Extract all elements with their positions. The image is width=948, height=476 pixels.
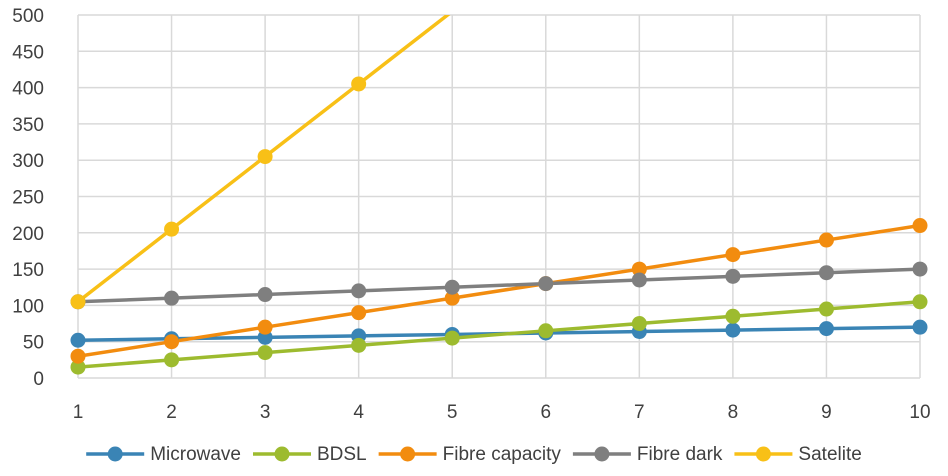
y-tick-label: 50 [23, 333, 44, 354]
data-point [538, 276, 554, 292]
legend-swatch-marker [755, 446, 771, 462]
data-point [444, 290, 460, 306]
data-point [351, 305, 367, 321]
legend-item: Fibre capacity [378, 444, 562, 465]
data-point [818, 265, 834, 281]
data-point [164, 290, 180, 306]
legend-item: Satelite [734, 444, 862, 465]
data-point [631, 272, 647, 288]
series-line [78, 223, 920, 358]
y-tick-label: 250 [12, 188, 44, 209]
series-line [78, 15, 451, 304]
legend-item: BDSL [252, 444, 367, 465]
data-point [351, 337, 367, 353]
y-tick-label: 300 [12, 151, 44, 172]
x-tick-label: 7 [634, 402, 645, 423]
data-point [818, 232, 834, 248]
legend-swatch-marker [274, 446, 290, 462]
x-tick-label: 10 [909, 402, 930, 423]
data-point [444, 279, 460, 295]
data-point [912, 261, 928, 277]
data-point [164, 352, 180, 368]
data-point [164, 221, 180, 237]
data-point [538, 323, 554, 339]
legend-swatch-marker [107, 446, 123, 462]
legend: Microwave BDSL Fibre capacity Fibre dark Sat… [86, 444, 862, 465]
data-point [725, 268, 741, 284]
x-tick-label: 9 [821, 402, 832, 423]
grid [77, 14, 921, 379]
data-point [631, 261, 647, 277]
y-tick-label: 200 [12, 224, 44, 245]
data-point [631, 316, 647, 332]
y-tick-label: 350 [12, 115, 44, 136]
x-tick-label: 8 [728, 402, 739, 423]
data-point [257, 319, 273, 335]
data-point [257, 345, 273, 361]
data-point [818, 321, 834, 337]
data-point [70, 359, 86, 375]
data-point [164, 334, 180, 350]
legend-swatch-marker [594, 446, 610, 462]
data-point [257, 149, 273, 165]
data-points [70, 76, 928, 375]
x-tick-label: 4 [353, 402, 364, 423]
data-point [725, 308, 741, 324]
legend-label: BDSL [317, 444, 367, 465]
data-point [912, 294, 928, 310]
data-point [912, 218, 928, 234]
x-tick-label: 1 [73, 402, 84, 423]
legend-label: Satelite [798, 444, 861, 465]
data-point [725, 322, 741, 338]
y-tick-label: 150 [12, 260, 44, 281]
y-tick-label: 100 [12, 296, 44, 317]
data-point [444, 330, 460, 346]
data-point [351, 76, 367, 92]
data-point [725, 247, 741, 263]
legend-swatch-marker [400, 446, 416, 462]
y-tick-label: 400 [12, 79, 44, 100]
series-area [78, 15, 920, 369]
y-tick-label: 500 [12, 6, 44, 27]
data-point [818, 301, 834, 317]
data-point [70, 294, 86, 310]
legend-label: Fibre dark [637, 444, 723, 465]
data-point [70, 348, 86, 364]
legend-item: Microwave [86, 444, 241, 465]
x-tick-label: 3 [260, 402, 271, 423]
x-tick-label: 2 [166, 402, 177, 423]
legend-label: Microwave [150, 444, 241, 465]
series-line [78, 267, 920, 304]
x-tick-label: 6 [540, 402, 551, 423]
series-line [78, 300, 920, 369]
y-tick-label: 0 [33, 369, 44, 390]
data-point [257, 287, 273, 303]
legend-label: Fibre capacity [443, 444, 562, 465]
x-tick-label: 5 [447, 402, 458, 423]
axes: 0 50 100 150 200 250 300 350 400 450 500 1 2 3 4 5 6 7 8 9 1… [12, 6, 930, 423]
data-point [351, 283, 367, 299]
y-tick-label: 450 [12, 42, 44, 63]
data-point [912, 319, 928, 335]
data-point [70, 332, 86, 348]
legend-item: Fibre dark [572, 444, 723, 465]
